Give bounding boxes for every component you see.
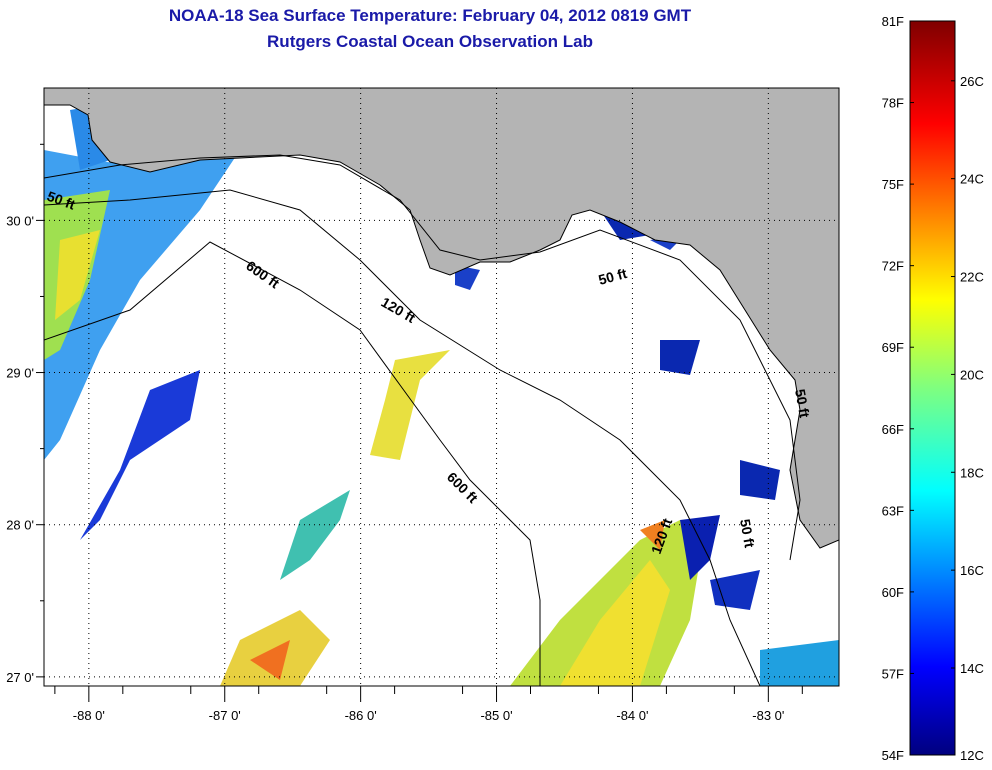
colorbar-f-label: 54F (882, 748, 904, 763)
x-tick-label: -88 0' (73, 708, 105, 723)
colorbar-ticks: 54F 57F 60F 63F 66F 69F 72F 75F 78F 81F 12C 14C 16C 1… (882, 14, 984, 763)
colorbar-f-label: 75F (882, 177, 904, 192)
colorbar-f-label: 63F (882, 503, 904, 518)
map-frame (43, 87, 840, 687)
colorbar-c-label: 22C (960, 270, 984, 285)
colorbar-c-label: 18C (960, 465, 984, 480)
y-tick-label: 27 0' (6, 670, 34, 685)
sst-data-patches (44, 105, 839, 686)
land (44, 88, 839, 549)
y-tick-label: 29 0' (6, 366, 34, 381)
colorbar-f-label: 66F (882, 422, 904, 437)
axis-ticks: -88 0' -87 0' -86 0' -85 0' -84 0' -83 0' 30 0… (6, 143, 803, 723)
y-tick-label: 28 0' (6, 518, 34, 533)
contour-label: 50 ft (792, 388, 813, 419)
depth-contours (44, 154, 801, 686)
colorbar-c-label: 26C (960, 74, 984, 89)
colorbar-f-label: 81F (882, 14, 904, 29)
map-title: NOAA-18 Sea Surface Temperature: Februar… (168, 6, 692, 25)
colorbar-f-label: 57F (882, 666, 904, 681)
colorbar-f-label: 78F (882, 96, 904, 111)
colorbar-f-label: 72F (882, 259, 904, 274)
x-tick-label: -86 0' (345, 708, 377, 723)
x-tick-label: -87 0' (209, 708, 241, 723)
y-tick-label: 30 0' (6, 213, 34, 228)
colorbar-f-label: 69F (882, 340, 904, 355)
contour-label: 50 ft (737, 518, 758, 549)
map-subtitle: Rutgers Coastal Ocean Observation Lab (267, 32, 593, 51)
colorbar-c-label: 14C (960, 661, 984, 676)
colorbar-c-label: 20C (960, 367, 984, 382)
colorbar-c-label: 12C (960, 748, 984, 763)
colorbar (909, 20, 956, 756)
x-tick-label: -84 0' (616, 708, 648, 723)
colorbar-c-label: 24C (960, 172, 984, 187)
colorbar-f-label: 60F (882, 585, 904, 600)
x-tick-label: -85 0' (480, 708, 512, 723)
contour-label: 50 ft (597, 265, 629, 288)
colorbar-c-label: 16C (960, 563, 984, 578)
x-tick-label: -83 0' (752, 708, 784, 723)
